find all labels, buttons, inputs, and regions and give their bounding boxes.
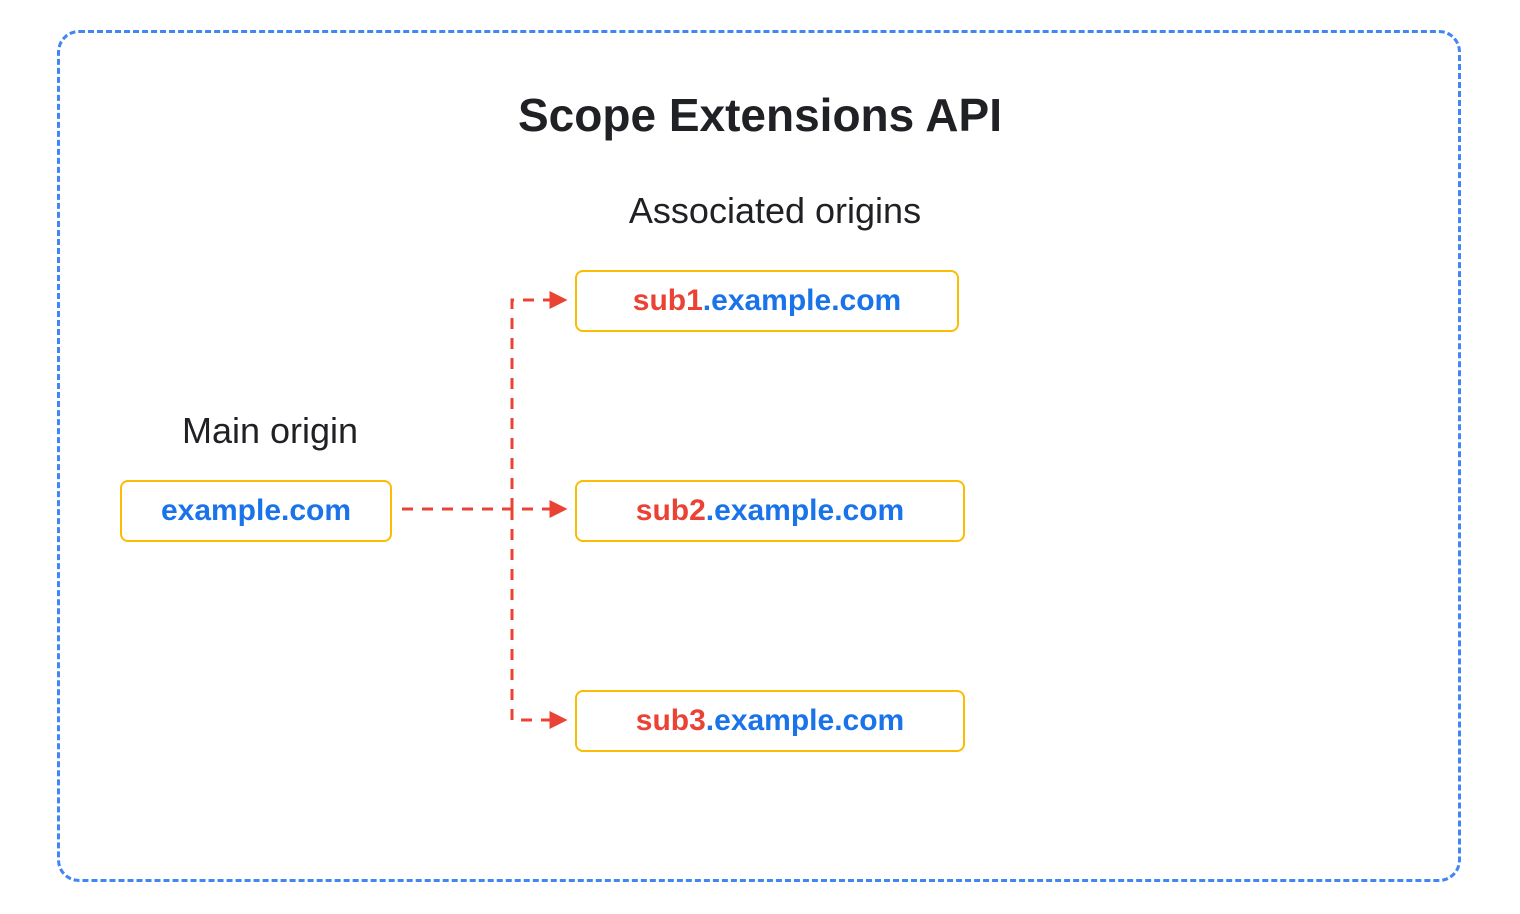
associated-origin-domain: .example.com xyxy=(706,494,904,528)
associated-origin-box: sub1.example.com xyxy=(575,270,959,332)
main-origin-box: example.com xyxy=(120,480,392,542)
associated-origin-prefix: sub2 xyxy=(636,494,706,528)
diagram-outer-box xyxy=(57,30,1461,882)
associated-origin-domain: .example.com xyxy=(706,704,904,738)
associated-origin-box: sub3.example.com xyxy=(575,690,965,752)
diagram-title: Scope Extensions API xyxy=(0,88,1520,142)
associated-origin-domain: .example.com xyxy=(703,284,901,318)
main-origin-domain: example.com xyxy=(161,494,351,528)
associated-origin-box: sub2.example.com xyxy=(575,480,965,542)
associated-origins-label: Associated origins xyxy=(575,190,975,232)
associated-origin-prefix: sub3 xyxy=(636,704,706,738)
associated-origin-prefix: sub1 xyxy=(633,284,703,318)
main-origin-label: Main origin xyxy=(130,410,410,452)
